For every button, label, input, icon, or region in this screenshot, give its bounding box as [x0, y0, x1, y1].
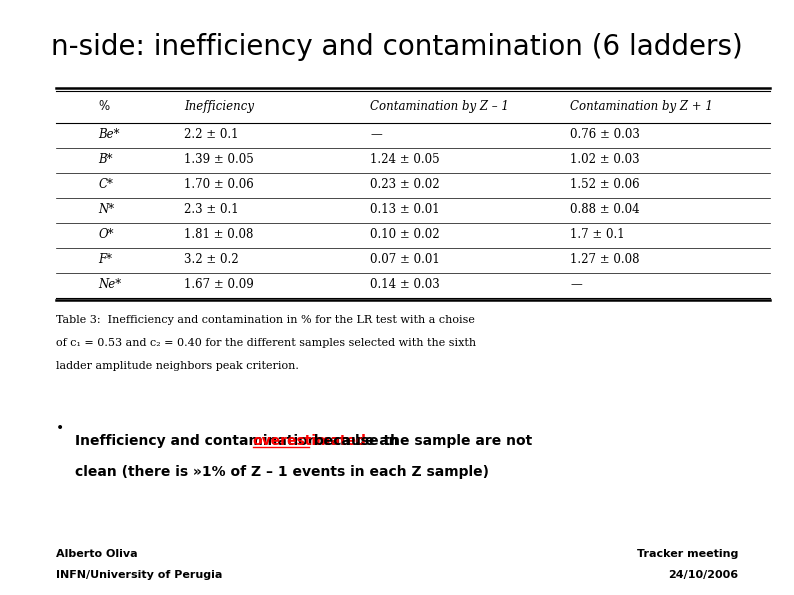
Text: •: • [56, 421, 64, 436]
Text: 1.81 ± 0.08: 1.81 ± 0.08 [184, 228, 253, 241]
Text: 1.27 ± 0.08: 1.27 ± 0.08 [570, 253, 640, 266]
Text: —: — [570, 278, 582, 291]
Text: %: % [98, 101, 110, 114]
Text: 0.76 ± 0.03: 0.76 ± 0.03 [570, 128, 640, 141]
Text: —: — [370, 128, 382, 141]
Text: 0.07 ± 0.01: 0.07 ± 0.01 [370, 253, 440, 266]
Text: Contamination by Z – 1: Contamination by Z – 1 [370, 101, 509, 114]
Text: 0.23 ± 0.02: 0.23 ± 0.02 [370, 178, 440, 191]
Text: clean (there is »1% of Z – 1 events in each Z sample): clean (there is »1% of Z – 1 events in e… [75, 465, 489, 480]
Text: N*: N* [98, 203, 114, 216]
Text: overestimated: overestimated [252, 434, 367, 449]
Text: 0.13 ± 0.01: 0.13 ± 0.01 [370, 203, 440, 216]
Text: 1.39 ± 0.05: 1.39 ± 0.05 [184, 153, 254, 166]
Text: 0.10 ± 0.02: 0.10 ± 0.02 [370, 228, 440, 241]
Text: Inefficiency and contamination can be an: Inefficiency and contamination can be an [75, 434, 404, 449]
Text: Alberto Oliva: Alberto Oliva [56, 549, 137, 559]
Text: 0.88 ± 0.04: 0.88 ± 0.04 [570, 203, 640, 216]
Text: F*: F* [98, 253, 113, 266]
Text: 1.67 ± 0.09: 1.67 ± 0.09 [184, 278, 254, 291]
Text: Table 3:  Inefficiency and contamination in % for the LR test with a choise: Table 3: Inefficiency and contamination … [56, 315, 475, 325]
Text: Be*: Be* [98, 128, 120, 141]
Text: O*: O* [98, 228, 114, 241]
Text: 3.2 ± 0.2: 3.2 ± 0.2 [184, 253, 239, 266]
Text: 2.3 ± 0.1: 2.3 ± 0.1 [184, 203, 239, 216]
Text: 1.70 ± 0.06: 1.70 ± 0.06 [184, 178, 254, 191]
Text: 24/10/2006: 24/10/2006 [669, 570, 738, 580]
Text: 1.7 ± 0.1: 1.7 ± 0.1 [570, 228, 625, 241]
Text: Ne*: Ne* [98, 278, 121, 291]
Text: Inefficiency: Inefficiency [184, 101, 254, 114]
Text: ladder amplitude neighbors peak criterion.: ladder amplitude neighbors peak criterio… [56, 361, 299, 371]
Text: Tracker meeting: Tracker meeting [637, 549, 738, 559]
Text: Contamination by Z + 1: Contamination by Z + 1 [570, 101, 713, 114]
Text: INFN/University of Perugia: INFN/University of Perugia [56, 570, 222, 580]
Text: C*: C* [98, 178, 114, 191]
Text: B*: B* [98, 153, 113, 166]
Text: because the sample are not: because the sample are not [309, 434, 532, 449]
Text: 2.2 ± 0.1: 2.2 ± 0.1 [184, 128, 239, 141]
Text: 1.52 ± 0.06: 1.52 ± 0.06 [570, 178, 640, 191]
Text: n-side: inefficiency and contamination (6 ladders): n-side: inefficiency and contamination (… [51, 33, 743, 61]
Text: 1.02 ± 0.03: 1.02 ± 0.03 [570, 153, 640, 166]
Text: of c₁ = 0.53 and c₂ = 0.40 for the different samples selected with the sixth: of c₁ = 0.53 and c₂ = 0.40 for the diffe… [56, 338, 476, 348]
Text: 0.14 ± 0.03: 0.14 ± 0.03 [370, 278, 440, 291]
Text: 1.24 ± 0.05: 1.24 ± 0.05 [370, 153, 440, 166]
